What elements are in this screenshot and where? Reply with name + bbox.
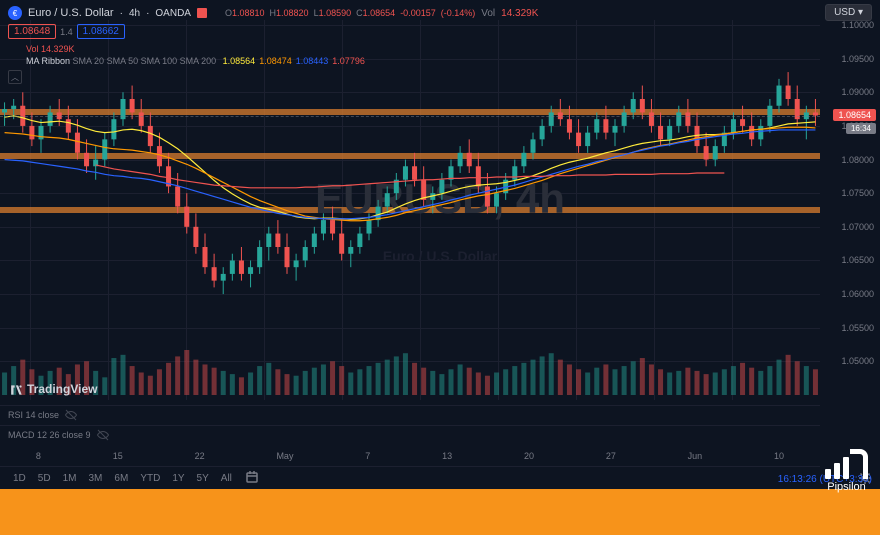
calendar-icon[interactable] [245,470,259,487]
bid-price[interactable]: 1.08648 [8,24,56,39]
vol-label: Vol [481,8,495,19]
header-row: € Euro / U.S. Dollar · 4h · OANDA O1.088… [8,6,872,20]
period-YTD[interactable]: YTD [135,471,165,486]
vol-value: 14.329K [501,8,538,19]
period-6M[interactable]: 6M [109,471,133,486]
period-3M[interactable]: 3M [84,471,108,486]
time-axis[interactable]: 81522May7132027Jun10 [0,445,820,467]
period-5Y[interactable]: 5Y [192,471,214,486]
period-1M[interactable]: 1M [58,471,82,486]
period-bar: 1D5D1M3M6MYTD1Y5YAll [0,467,880,489]
bid-ask-row: 1.08648 1.4 1.08662 [8,24,125,39]
macd-panel[interactable]: MACD 12 26 close 9 [0,425,820,443]
vol-indicator-row: Vol 14.329K [26,44,75,54]
symbol-icon: € [8,6,22,20]
pipsilon-logo: Pipsilon [825,449,868,493]
flag-icon [197,8,207,18]
orange-footer [0,489,880,535]
ohlc-group: O1.08810 H1.08820 L1.08590 C1.08654 -0.0… [225,8,475,18]
interval[interactable]: 4h [129,8,140,19]
dot-sep: · [146,8,149,19]
ma-indicator-row: MA Ribbon SMA 20 SMA 50 SMA 100 SMA 200 … [26,56,365,66]
ask-price[interactable]: 1.08662 [77,24,125,39]
period-5D[interactable]: 5D [33,471,56,486]
symbol-name[interactable]: Euro / U.S. Dollar [28,7,114,19]
provider: OANDA [155,8,191,19]
period-1Y[interactable]: 1Y [167,471,189,486]
period-All[interactable]: All [216,471,237,486]
hide-icon [65,409,77,421]
hide-icon [97,429,109,441]
spread: 1.4 [60,27,73,37]
period-1D[interactable]: 1D [8,471,31,486]
rsi-panel[interactable]: RSI 14 close [0,405,820,423]
tradingview-logo[interactable]: TradingView [10,382,97,397]
dot-sep: · [120,8,123,19]
price-axis[interactable]: 1.100001.095001.090001.085001.080001.075… [820,0,880,400]
chart-container: € Euro / U.S. Dollar · 4h · OANDA O1.088… [0,0,880,445]
